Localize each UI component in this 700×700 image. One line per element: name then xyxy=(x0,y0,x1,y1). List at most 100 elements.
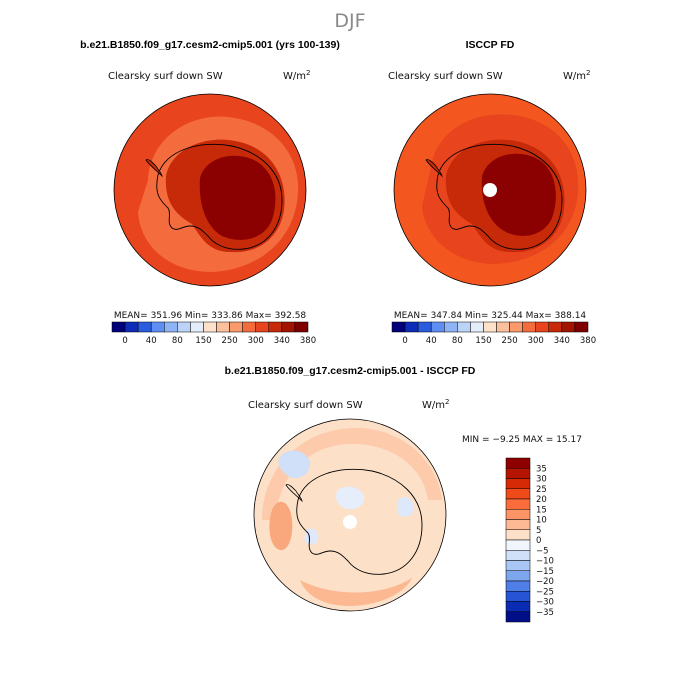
diff-colorbar-tick-label: −20 xyxy=(536,577,554,587)
diff-panel-header: b.e21.B1850.f09_g17.cesm2-cmip5.001 - IS… xyxy=(225,365,476,377)
diff-colorbar-swatch xyxy=(505,601,531,612)
diff-colorbar-tick-label: 35 xyxy=(536,464,547,474)
model-colorbar-swatch xyxy=(111,321,126,333)
diff-colorbar-tick-label: −5 xyxy=(536,546,549,556)
obs-colorbar-swatch xyxy=(535,321,550,333)
diff-colorbar-swatch xyxy=(505,539,531,551)
diff-colorbar-swatch xyxy=(505,457,531,469)
model-colorbar-tick-label: 300 xyxy=(248,336,264,346)
model-colorbar-tick-label: 340 xyxy=(274,336,290,346)
obs-colorbar-tick-label: 300 xyxy=(528,336,544,346)
model-colorbar-tick-label: 380 xyxy=(300,336,316,346)
diff-peninsula xyxy=(285,484,303,503)
obs-peninsula xyxy=(425,159,443,178)
diff-colorbar-swatch xyxy=(505,591,531,602)
diff-colorbar-tick-label: 0 xyxy=(536,536,541,546)
obs-colorbar-swatch xyxy=(457,321,471,333)
obs-panel-header: ISCCP FD xyxy=(466,39,515,51)
obs-colorbar-swatch xyxy=(522,321,536,333)
model-colorbar-swatch xyxy=(229,321,243,333)
diff-variable-label: Clearsky surf down SW xyxy=(248,400,363,411)
diff-colorbar-swatch xyxy=(505,550,531,561)
obs-colorbar-tick-label: 380 xyxy=(580,336,596,346)
diff-colorbar-swatch xyxy=(505,498,531,510)
diff-colorbar-swatch xyxy=(505,611,531,623)
model-colorbar: 0 40 80 150 250 300 340 380 xyxy=(111,321,316,346)
model-colorbar-tick-label: 40 xyxy=(146,336,157,346)
diff-cool-patch-northwest xyxy=(278,450,311,479)
diff-colorbar-swatch xyxy=(505,529,531,541)
obs-colorbar-swatch xyxy=(561,321,576,333)
model-colorbar-swatch xyxy=(124,321,139,333)
obs-map-border xyxy=(393,93,587,287)
obs-units-label: W/m2 xyxy=(563,69,590,82)
obs-colorbar-tick-label: 150 xyxy=(475,336,491,346)
diff-cool-patch-plateau xyxy=(336,486,365,510)
model-map-border xyxy=(113,93,307,287)
diff-colorbar-swatch xyxy=(505,488,531,500)
diff-colorbar-tick-label: −10 xyxy=(536,557,554,567)
diff-colorbar-tick-label: 5 xyxy=(536,526,541,536)
model-antarctica-outline xyxy=(156,143,283,250)
model-units-label: W/m2 xyxy=(283,69,310,82)
diff-colorbar-swatch xyxy=(505,570,531,582)
obs-colorbar-swatch xyxy=(574,321,589,333)
model-map xyxy=(114,94,306,286)
model-peninsula xyxy=(145,159,163,178)
obs-colorbar-swatch xyxy=(391,321,406,333)
model-colorbar-tick-label: 150 xyxy=(195,336,211,346)
obs-colorbar-swatch xyxy=(417,321,432,333)
obs-colorbar-swatch xyxy=(404,321,419,333)
model-panel-header: b.e21.B1850.f09_g17.cesm2-cmip5.001 (yrs… xyxy=(80,39,340,51)
diff-colorbar-tick-label: 10 xyxy=(536,516,547,526)
obs-colorbar-swatch xyxy=(444,321,458,333)
obs-colorbar-swatch xyxy=(483,321,497,333)
diff-colorbar-swatch xyxy=(505,580,531,592)
obs-map xyxy=(394,94,586,286)
diff-colorbar-tick-label: −25 xyxy=(536,587,554,597)
diff-colorbar-tick-label: −15 xyxy=(536,567,554,577)
model-colorbar-swatch xyxy=(268,321,283,333)
obs-colorbar-swatch xyxy=(496,321,510,333)
diff-map-border xyxy=(253,418,447,612)
diff-warm-patch-west xyxy=(269,501,293,551)
model-colorbar-swatch xyxy=(137,321,152,333)
obs-colorbar: 0 40 80 150 250 300 340 380 xyxy=(391,321,596,346)
diff-colorbar-tick-label: −30 xyxy=(536,598,554,608)
obs-variable-label: Clearsky surf down SW xyxy=(388,71,503,82)
model-colorbar-tick-label: 0 xyxy=(122,336,127,346)
season-title: DJF xyxy=(334,10,365,32)
obs-colorbar-swatch xyxy=(430,321,445,333)
obs-colorbar-tick-label: 0 xyxy=(402,336,407,346)
model-colorbar-swatch xyxy=(281,321,296,333)
diff-colorbar-tick-label: 30 xyxy=(536,475,547,485)
model-variable-label: Clearsky surf down SW xyxy=(108,71,223,82)
model-colorbar-tick-label: 250 xyxy=(221,336,237,346)
model-colorbar-swatch xyxy=(255,321,270,333)
diff-colorbar-tick-label: −35 xyxy=(536,608,554,618)
model-colorbar-swatch xyxy=(190,321,204,333)
obs-colorbar-swatch xyxy=(470,321,484,333)
diff-antarctica-outline xyxy=(296,468,423,575)
obs-pole-hole xyxy=(483,183,497,197)
diff-cool-patch-east xyxy=(398,497,414,517)
model-colorbar-swatch xyxy=(150,321,165,333)
obs-plateau-field xyxy=(481,153,556,236)
obs-stats: MEAN= 347.84 Min= 325.44 Max= 388.14 xyxy=(394,311,587,321)
model-colorbar-swatch xyxy=(203,321,217,333)
model-stats: MEAN= 351.96 Min= 333.86 Max= 392.58 xyxy=(114,311,307,321)
diff-colorbar-swatch xyxy=(505,509,531,520)
diff-colorbar-tick-label: 20 xyxy=(536,495,547,505)
diff-colorbar-swatch xyxy=(505,468,531,479)
diff-colorbar-swatch xyxy=(505,560,531,571)
diff-stats: MIN = −9.25 MAX = 15.17 xyxy=(462,435,582,445)
obs-colorbar-swatch xyxy=(509,321,523,333)
obs-antarctica-outline xyxy=(436,143,563,250)
diff-colorbar-swatch xyxy=(505,519,531,530)
diff-warm-band xyxy=(262,427,442,520)
model-colorbar-swatch xyxy=(177,321,191,333)
diff-warm-patch-south xyxy=(300,578,412,606)
model-colorbar-swatch xyxy=(216,321,230,333)
obs-colorbar-swatch xyxy=(548,321,563,333)
